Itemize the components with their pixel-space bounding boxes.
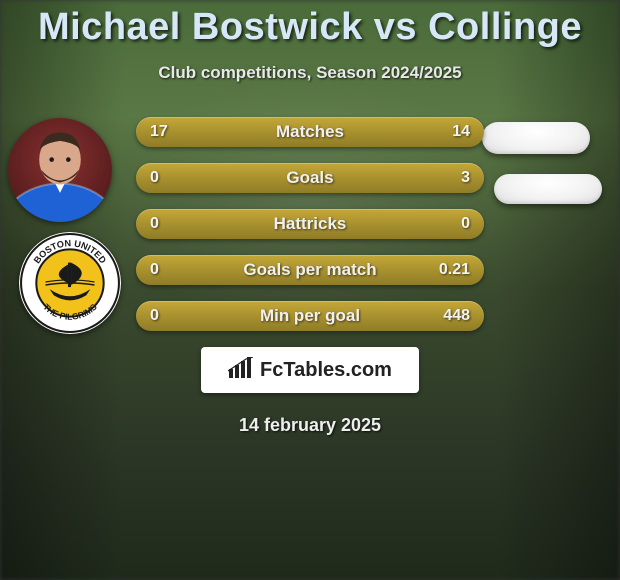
source-logo-text: FcTables.com [260,359,392,382]
metric-label: Min per goal [260,306,360,326]
metric-right-value: 0.21 [439,261,470,279]
metric-left-value: 0 [150,307,159,325]
comparison-card: Michael Bostwick vs Collinge Club compet… [0,0,620,580]
metric-bar: 17 Matches 14 [136,117,484,147]
metric-bar: 0 Hattricks 0 [136,209,484,239]
metric-row: 0 Goals per match 0.21 [0,255,620,285]
metric-bar: 0 Min per goal 448 [136,301,484,331]
metric-rows: 17 Matches 14 0 Goals 3 0 Hattricks 0 0 … [0,117,620,331]
date-label: 14 february 2025 [0,415,620,436]
metric-left-value: 17 [150,123,168,141]
metric-left-value: 0 [150,169,159,187]
metric-label: Matches [276,122,344,142]
metric-right-value: 0 [461,215,470,233]
metric-row: 0 Hattricks 0 [0,209,620,239]
metric-row: 0 Goals 3 [0,163,620,193]
metric-right-value: 448 [443,307,470,325]
source-logo[interactable]: FcTables.com [201,347,419,393]
metric-right-value: 14 [452,123,470,141]
metric-label: Goals per match [243,260,376,280]
metric-label: Hattricks [274,214,347,234]
metric-row: 17 Matches 14 [0,117,620,147]
metric-label: Goals [286,168,333,188]
metric-bar: 0 Goals 3 [136,163,484,193]
metric-row: 0 Min per goal 448 [0,301,620,331]
page-title: Michael Bostwick vs Collinge [0,0,620,49]
metric-bar: 0 Goals per match 0.21 [136,255,484,285]
metric-left-value: 0 [150,215,159,233]
metric-right-value: 3 [461,169,470,187]
chart-icon [228,357,254,384]
metric-left-value: 0 [150,261,159,279]
subtitle: Club competitions, Season 2024/2025 [0,63,620,83]
